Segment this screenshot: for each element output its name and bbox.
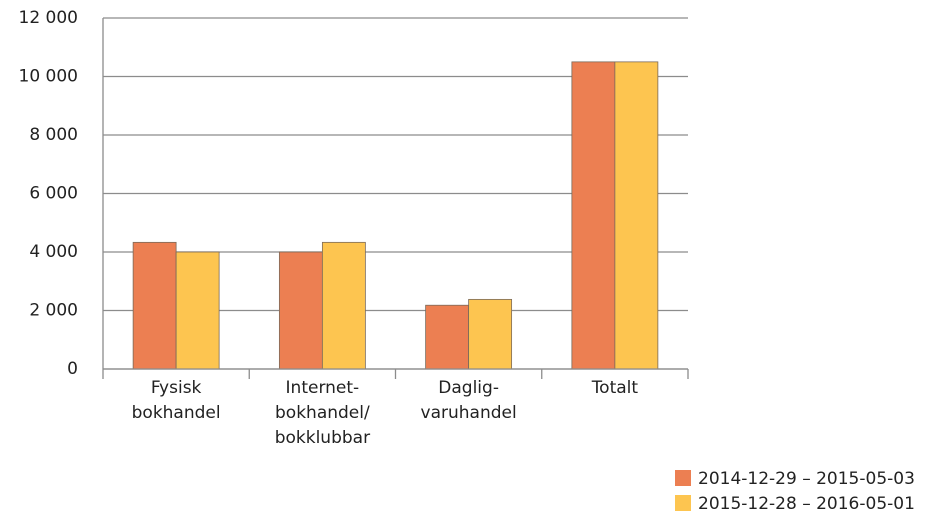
bar xyxy=(468,298,513,370)
bar xyxy=(614,61,659,370)
bar xyxy=(425,304,470,370)
y-tick-label: 0 xyxy=(67,359,78,379)
y-tick-label: 6 000 xyxy=(29,184,78,204)
bar xyxy=(571,61,616,370)
legend-swatch xyxy=(675,495,691,511)
y-tick-label: 12 000 xyxy=(19,8,78,28)
x-tick-label: varuhandel xyxy=(421,403,517,423)
y-tick-label: 10 000 xyxy=(19,67,78,87)
x-tick-label: bokhandel xyxy=(132,403,221,423)
x-tick-label: Internet- xyxy=(286,378,360,398)
bar xyxy=(321,241,366,370)
x-tick-label: bokhandel/ xyxy=(275,403,370,423)
legend-label: 2015-12-28 – 2016-05-01 xyxy=(698,494,915,514)
x-tick-label: Daglig- xyxy=(438,378,499,398)
legend-label: 2014-12-29 – 2015-05-03 xyxy=(698,469,915,489)
x-tick-label: bokklubbar xyxy=(275,428,370,448)
x-tick-label: Totalt xyxy=(591,378,639,398)
y-tick-label: 8 000 xyxy=(29,125,78,145)
x-tick-label: Fysisk xyxy=(151,378,202,398)
y-tick-label: 2 000 xyxy=(29,301,78,321)
bar xyxy=(132,241,177,370)
y-tick-label: 4 000 xyxy=(29,242,78,262)
bar xyxy=(175,251,220,370)
bar xyxy=(278,251,323,370)
legend-swatch xyxy=(675,470,691,486)
